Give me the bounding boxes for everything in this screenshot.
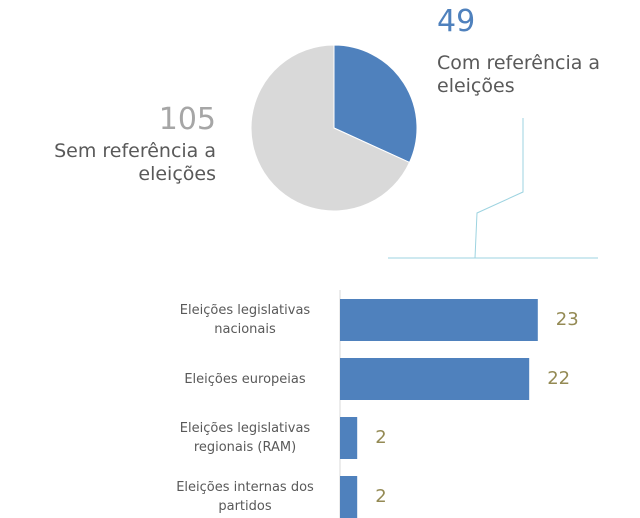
slice-label: Com referência a eleições bbox=[437, 52, 601, 97]
category-label: Eleições legislativas regionais (RAM) bbox=[179, 421, 311, 455]
bar bbox=[340, 358, 530, 400]
bar bbox=[340, 299, 538, 341]
bar bbox=[340, 476, 358, 518]
slice-value: 105 bbox=[158, 102, 216, 137]
value-label: 2 bbox=[375, 427, 387, 448]
category-label: Eleições legislativas nacionais bbox=[179, 303, 311, 337]
value-label: 22 bbox=[547, 368, 571, 389]
category-label: Eleições internas dos partidos bbox=[176, 480, 314, 514]
slice-label: Sem referência a eleições bbox=[54, 140, 216, 185]
slice-value: 49 bbox=[437, 4, 476, 39]
category-label: Eleições europeias bbox=[184, 371, 306, 387]
connector bbox=[474, 118, 524, 259]
value-label: 23 bbox=[555, 309, 579, 330]
value-label: 2 bbox=[375, 486, 387, 507]
pie-slice bbox=[250, 44, 411, 212]
pie-slice bbox=[333, 44, 418, 164]
bar bbox=[340, 417, 358, 459]
